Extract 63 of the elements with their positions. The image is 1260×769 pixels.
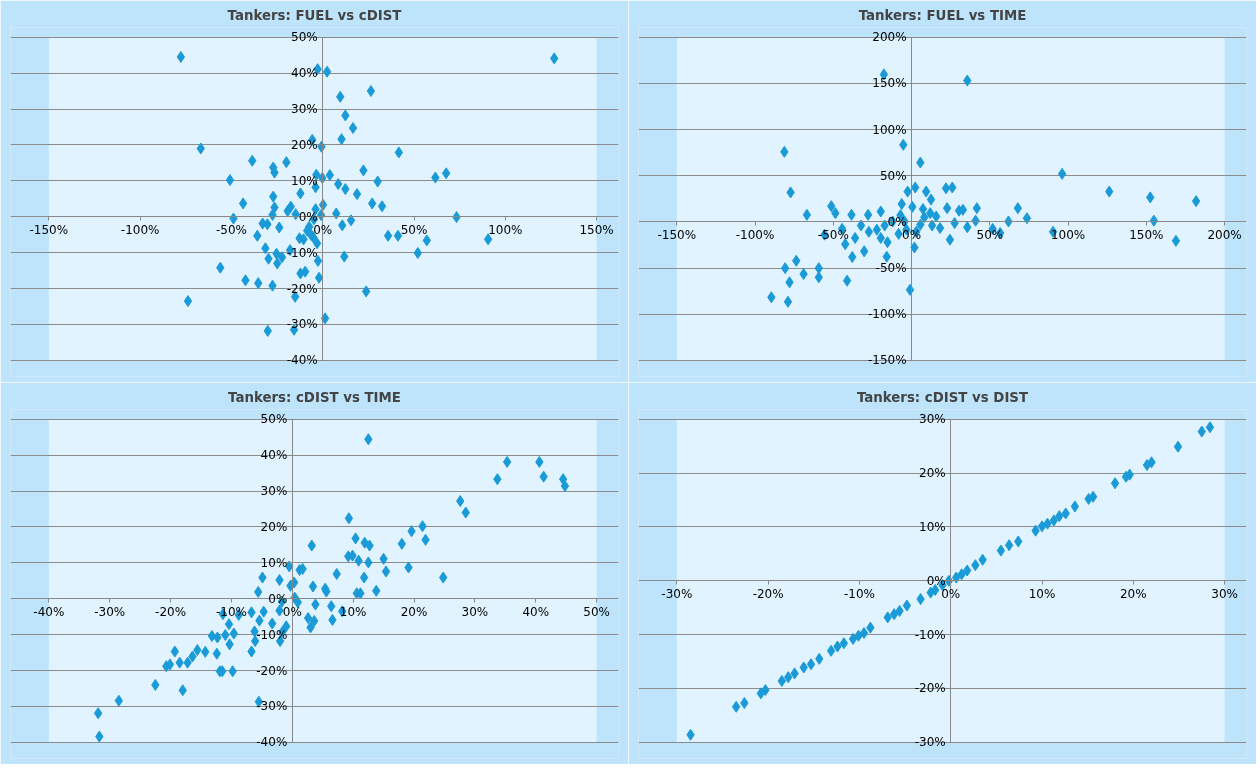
y-tick-label: 40% [260, 448, 288, 463]
chart-title: Tankers: cDIST vs DIST [856, 389, 1029, 405]
y-tick-label: 150% [872, 76, 907, 91]
y-tick-label: 30% [919, 412, 946, 427]
y-tick-label: -150% [867, 353, 907, 368]
x-tick-label: 20% [1119, 586, 1147, 601]
x-tick-label: 200% [1207, 227, 1242, 242]
y-tick-label: 30% [291, 102, 318, 117]
x-tick-label: 0% [313, 222, 333, 237]
x-tick-label: 150% [579, 222, 614, 237]
y-tick-label: 0% [298, 209, 318, 224]
y-tick-label: -30% [256, 699, 288, 714]
x-tick-label: 50% [583, 604, 610, 619]
x-tick-label: 40% [522, 604, 550, 619]
y-tick-label: -40% [256, 735, 288, 750]
x-tick-label: 30% [461, 604, 489, 619]
x-tick-label: -30% [661, 586, 693, 601]
x-tick-label: -100% [735, 227, 775, 242]
y-tick-label: -20% [286, 281, 318, 296]
y-tick-label: -30% [914, 735, 946, 750]
y-tick-label: -10% [914, 627, 946, 642]
y-tick-label: 10% [291, 173, 318, 188]
y-tick-label: -10% [286, 245, 318, 260]
chart-title: Tankers: FUEL vs cDIST [227, 7, 403, 23]
y-tick-label: -50% [875, 261, 907, 276]
x-tick-label: 100% [1050, 227, 1086, 242]
y-tick-label: -20% [914, 681, 946, 696]
x-tick-label: -50% [215, 222, 247, 237]
y-tick-label: 50% [260, 412, 288, 427]
x-tick-label: 10% [1028, 586, 1056, 601]
y-tick-label: 100% [872, 122, 907, 137]
x-tick-label: 100% [488, 222, 523, 237]
x-tick-label: -40% [33, 604, 65, 619]
y-tick-label: 20% [919, 466, 946, 481]
y-tick-label: 10% [260, 555, 288, 570]
y-tick-label: 20% [291, 137, 318, 152]
x-tick-label: -10% [843, 586, 875, 601]
y-tick-label: 10% [919, 519, 946, 534]
y-tick-label: 40% [291, 66, 318, 81]
y-tick-label: 50% [291, 30, 318, 45]
y-tick-label: -30% [286, 317, 318, 332]
chart-title: Tankers: cDIST vs TIME [228, 389, 401, 405]
y-tick-label: 20% [260, 519, 288, 534]
chart-title: Tankers: FUEL vs TIME [858, 7, 1027, 23]
x-tick-label: 50% [400, 222, 428, 237]
y-tick-label: 30% [260, 484, 288, 499]
y-tick-label: 0% [926, 573, 946, 588]
x-tick-label: 20% [400, 604, 428, 619]
x-tick-label: -150% [657, 227, 697, 242]
x-tick-label: 50% [976, 227, 1004, 242]
x-tick-label: -100% [120, 222, 160, 237]
x-tick-label: -150% [29, 222, 69, 237]
y-tick-label: 200% [872, 30, 907, 45]
x-tick-label: 30% [1211, 586, 1238, 601]
y-tick-label: 50% [879, 168, 907, 183]
y-tick-label: -20% [256, 663, 288, 678]
x-tick-label: -20% [752, 586, 784, 601]
y-tick-label: -100% [867, 307, 907, 322]
y-tick-label: -40% [286, 353, 318, 368]
x-tick-label: -30% [94, 604, 126, 619]
x-tick-label: 0% [941, 586, 961, 601]
x-tick-label: -20% [155, 604, 187, 619]
x-tick-label: 150% [1129, 227, 1164, 242]
